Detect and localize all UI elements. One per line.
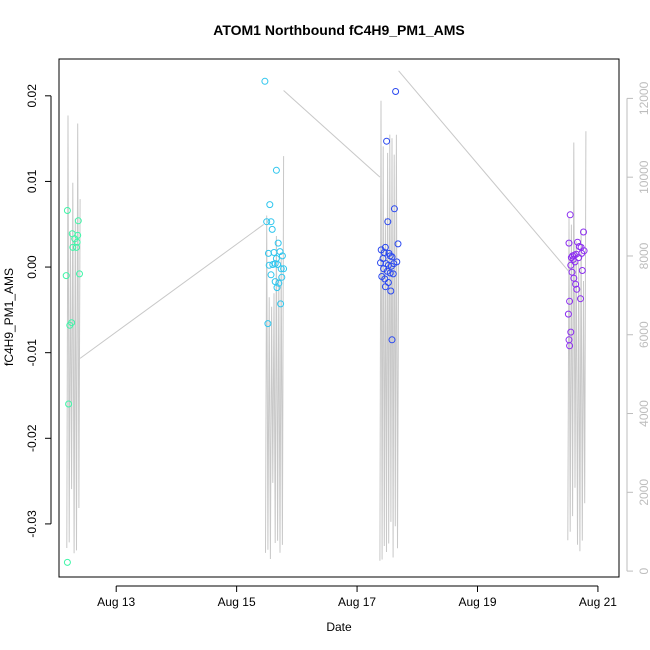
series-3 [377,88,402,344]
series-1 [62,207,83,566]
data-point [390,205,398,213]
data-point [63,207,71,214]
data-point [261,77,269,85]
axes: Aug 13 Aug 15 Aug 17 Aug 19 Aug 21 -0.03 -0.02… [25,81,650,609]
y2-tick-label: 4000 [637,400,650,427]
data-point [278,273,286,281]
data-point [275,279,283,287]
data-point [567,261,575,269]
data-point [564,310,572,318]
data-point [73,238,81,246]
line-link-2 [283,90,381,178]
data-point [394,240,402,248]
x-tick-label: Aug 13 [97,595,135,609]
scatter-points [62,77,588,566]
data-point [381,275,389,283]
data-point [274,261,282,268]
y2-tick-label: 0 [637,567,650,574]
data-point [74,217,82,225]
data-point [565,239,573,247]
data-point [277,265,285,273]
data-point [263,218,271,226]
data-point [566,211,574,219]
line-link-3 [398,70,570,273]
data-point [392,88,400,95]
data-point [574,238,581,246]
data-point [571,258,579,266]
data-point [264,320,272,328]
data-point [268,225,276,233]
data-point [578,249,586,257]
series-4 [564,211,588,350]
data-point [384,218,392,226]
data-point [267,218,275,226]
y2-tick-label: 10000 [637,160,650,194]
data-point [274,239,282,247]
data-point [388,336,396,344]
y-tick-label: 0.00 [25,255,39,279]
y2-tick-label: 6000 [637,321,650,348]
data-point [386,269,394,277]
data-point [389,270,397,278]
x-tick-label: Aug 15 [218,595,256,609]
data-point [273,284,281,292]
y-tick-label: -0.03 [25,510,39,538]
data-point [277,300,285,308]
y-tick-label: 0.01 [25,169,39,193]
line-link-1 [79,224,265,359]
x-tick-label: Aug 19 [458,595,496,609]
data-point [266,201,274,209]
data-point [69,243,77,251]
data-point [383,137,391,145]
data-point [393,258,401,266]
y-tick-label: -0.01 [25,339,39,367]
data-point [577,295,584,303]
line-burst-2 [265,156,285,560]
data-point [566,297,574,305]
y-tick-label: -0.02 [25,424,39,452]
y2-tick-label: 2000 [637,479,650,506]
y2-tick-label: 8000 [637,242,650,269]
data-point [567,328,575,336]
data-point [66,321,74,329]
data-point [62,272,70,280]
data-point [381,283,389,291]
y2-tick-label: 12000 [637,81,650,115]
chart-title: ATOM1 Northbound fC4H9_PM1_AMS [213,22,465,38]
data-point [580,228,587,236]
data-point [573,285,581,293]
data-point [76,270,83,278]
data-point [278,252,286,260]
data-point [280,265,288,273]
data-point [566,342,574,350]
line-burst-4 [567,131,587,552]
data-point [65,400,73,408]
data-point [388,253,396,261]
data-point [578,267,586,274]
series-2 [261,77,288,328]
line-burst-1 [66,115,81,554]
y-tick-label: 0.02 [25,84,39,108]
data-point [74,231,82,239]
data-point [572,280,580,288]
plot-frame [58,58,620,578]
x-tick-label: Aug 17 [338,595,376,609]
x-axis-label: Date [326,620,352,634]
x-tick-label: Aug 21 [579,595,617,609]
y-axis-label: fC4H9_PM1_AMS [2,268,16,366]
data-point [63,558,71,566]
data-point [387,287,395,295]
data-point [272,166,280,174]
data-point [267,271,275,279]
data-point [73,243,80,251]
